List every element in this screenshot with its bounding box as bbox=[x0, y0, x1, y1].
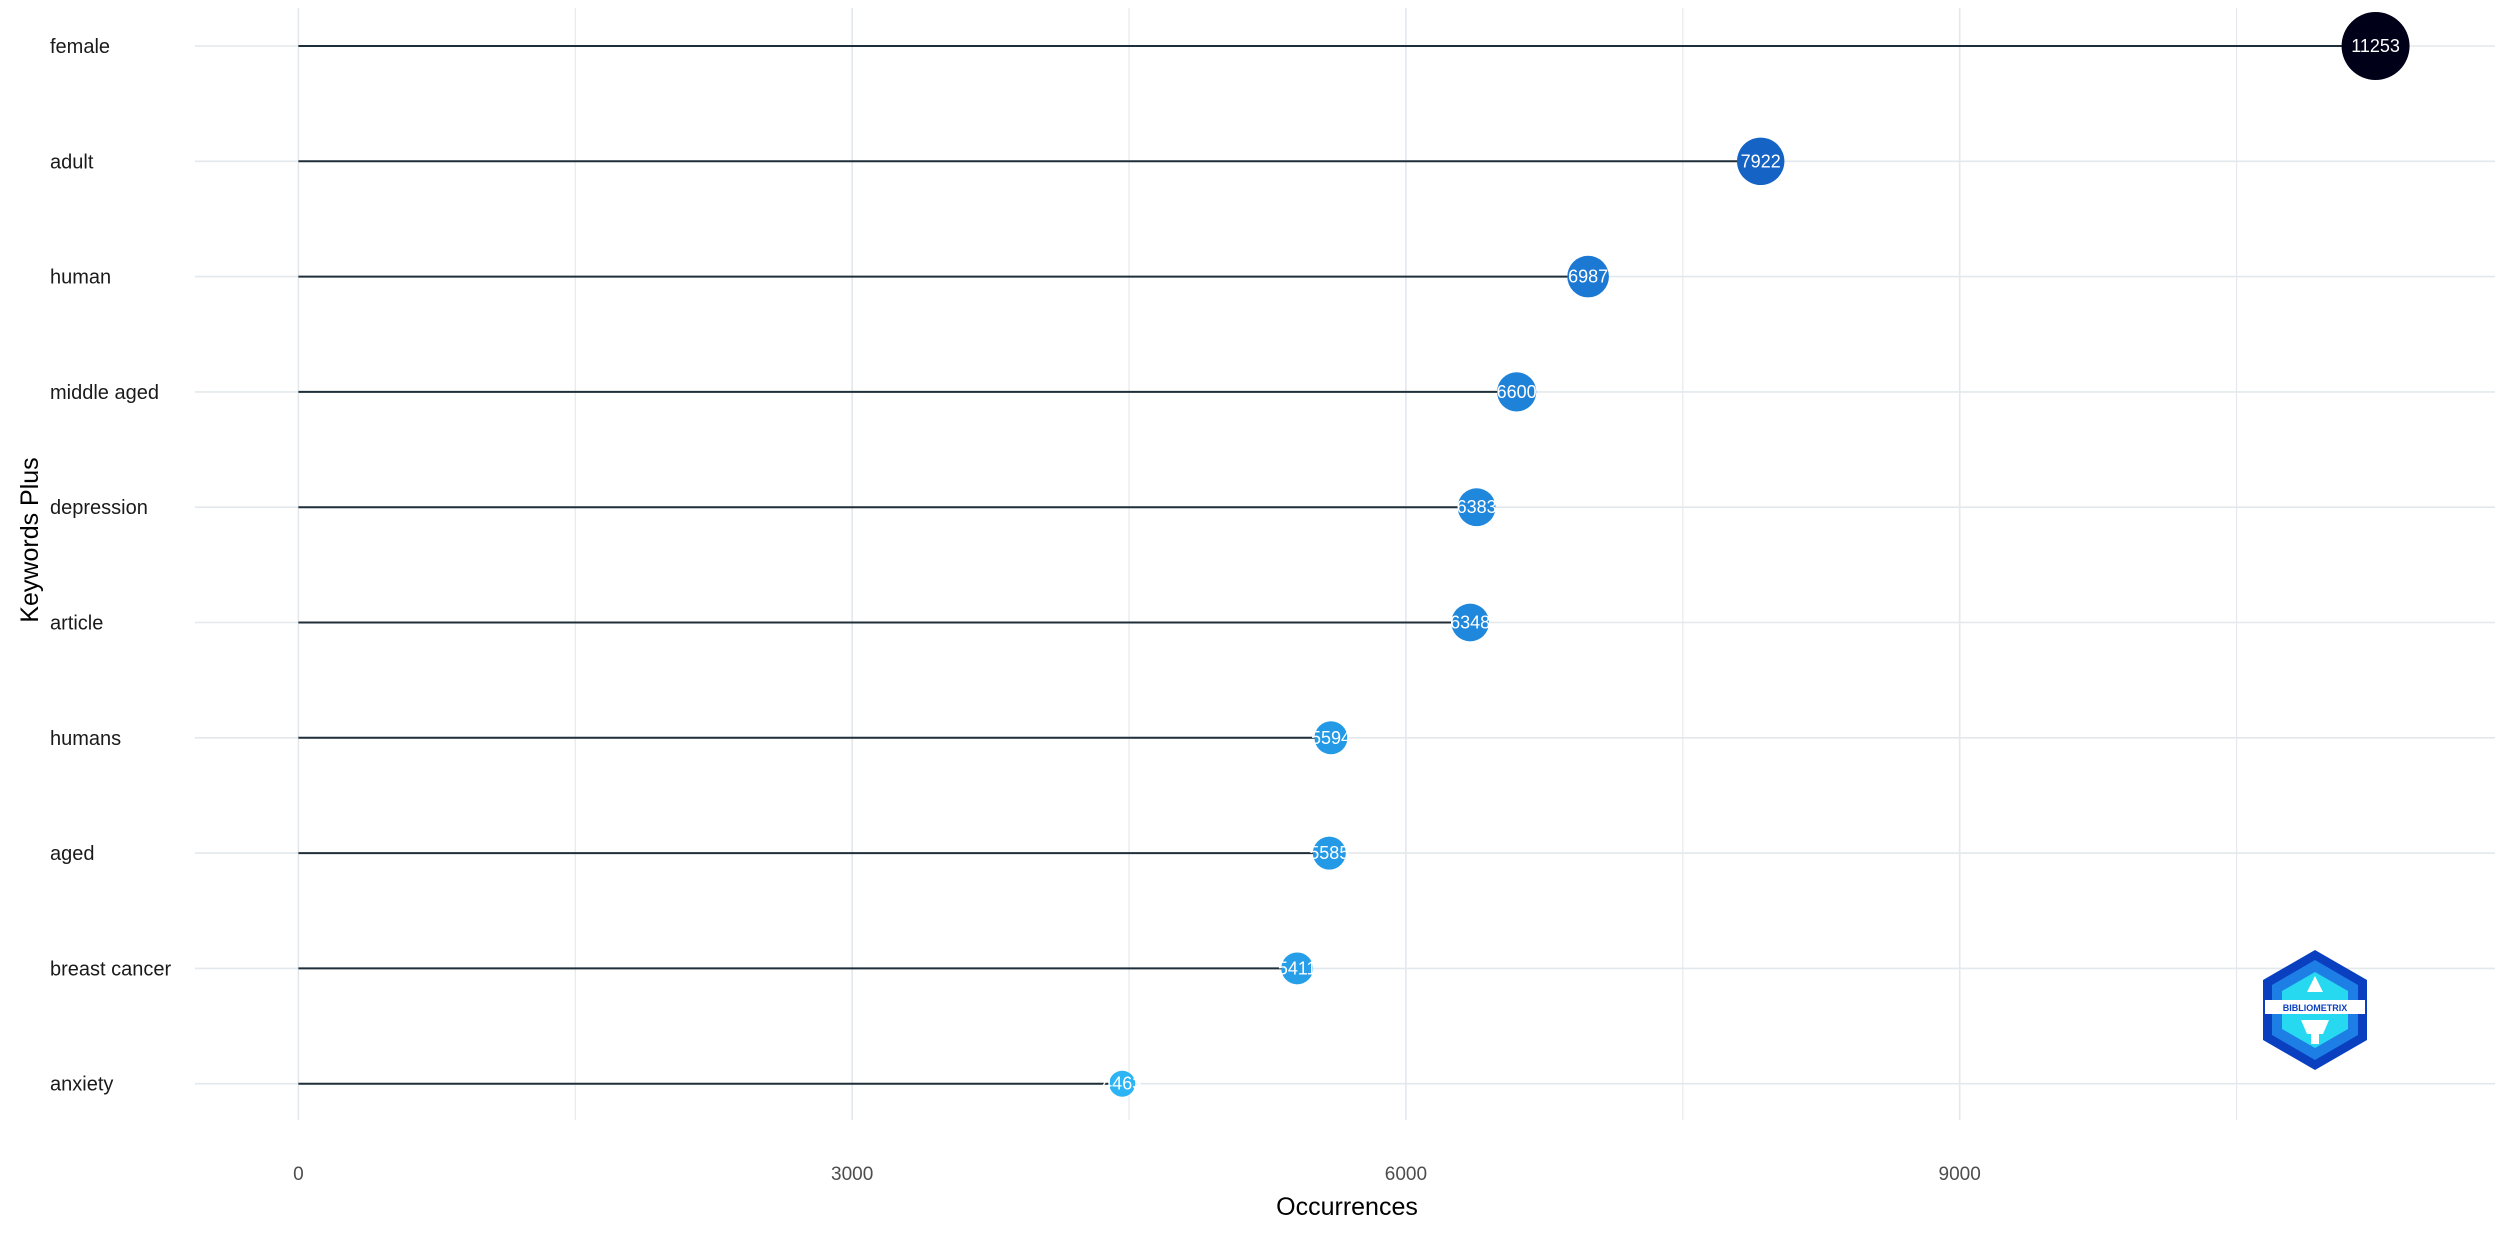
logo-banner bbox=[2265, 1000, 2365, 1014]
x-tick-label: 6000 bbox=[1385, 1164, 1427, 1185]
x-tick-label: 3000 bbox=[831, 1164, 873, 1185]
dot-depression bbox=[1457, 488, 1496, 527]
value-label: 5594 bbox=[1311, 728, 1351, 748]
value-label: 6348 bbox=[1450, 613, 1490, 633]
bibliometrix-logo: BIBLIOMETRIX bbox=[2263, 950, 2367, 1070]
y-tick-labels: female adult human middle aged depression art… bbox=[50, 36, 172, 1096]
dot-breast-cancer bbox=[1281, 952, 1314, 985]
grid bbox=[195, 8, 2495, 1120]
dot-aged bbox=[1312, 836, 1346, 870]
dot-middle-aged bbox=[1497, 372, 1537, 412]
y-tick-label: article bbox=[50, 613, 103, 635]
value-label: 6600 bbox=[1497, 382, 1537, 402]
dot-female bbox=[2341, 12, 2410, 80]
x-tick-labels: 0 3000 6000 9000 bbox=[293, 1164, 1981, 1185]
x-tick-label: 9000 bbox=[1939, 1164, 1981, 1185]
y-axis-title: Keywords Plus bbox=[16, 457, 44, 622]
value-label: 5411 bbox=[1278, 958, 1317, 978]
y-tick-label: anxiety bbox=[50, 1074, 113, 1096]
value-label: 5585 bbox=[1309, 843, 1349, 863]
x-axis-title: Occurrences bbox=[1276, 1193, 1418, 1221]
dot-human bbox=[1567, 255, 1609, 298]
dot-article bbox=[1451, 603, 1489, 642]
y-tick-label: adult bbox=[50, 151, 94, 173]
logo-text: BIBLIOMETRIX bbox=[2283, 1003, 2348, 1013]
x-tick-label: 0 bbox=[293, 1164, 304, 1185]
value-label: 6383 bbox=[1457, 497, 1497, 517]
dot-anxiety bbox=[1109, 1070, 1136, 1097]
value-label: 4463 bbox=[1102, 1074, 1142, 1094]
y-tick-label: human bbox=[50, 267, 111, 289]
y-tick-label: middle aged bbox=[50, 382, 159, 404]
logo-figure-icon bbox=[2301, 976, 2329, 1044]
value-label: 7922 bbox=[1741, 151, 1781, 171]
value-label: 11253 bbox=[2351, 36, 2400, 56]
dot-humans bbox=[1314, 721, 1348, 755]
dots: 11253 7922 6987 6600 6383 6348 5594 5585 5411 446… bbox=[1102, 12, 2410, 1097]
y-tick-label: depression bbox=[50, 497, 148, 519]
stems bbox=[298, 45, 2376, 1085]
y-tick-label: humans bbox=[50, 728, 121, 750]
dot-adult bbox=[1737, 137, 1785, 185]
y-tick-label: aged bbox=[50, 843, 95, 865]
y-tick-label: breast cancer bbox=[50, 958, 172, 980]
value-label: 6987 bbox=[1568, 267, 1608, 287]
y-tick-label: female bbox=[50, 36, 110, 58]
